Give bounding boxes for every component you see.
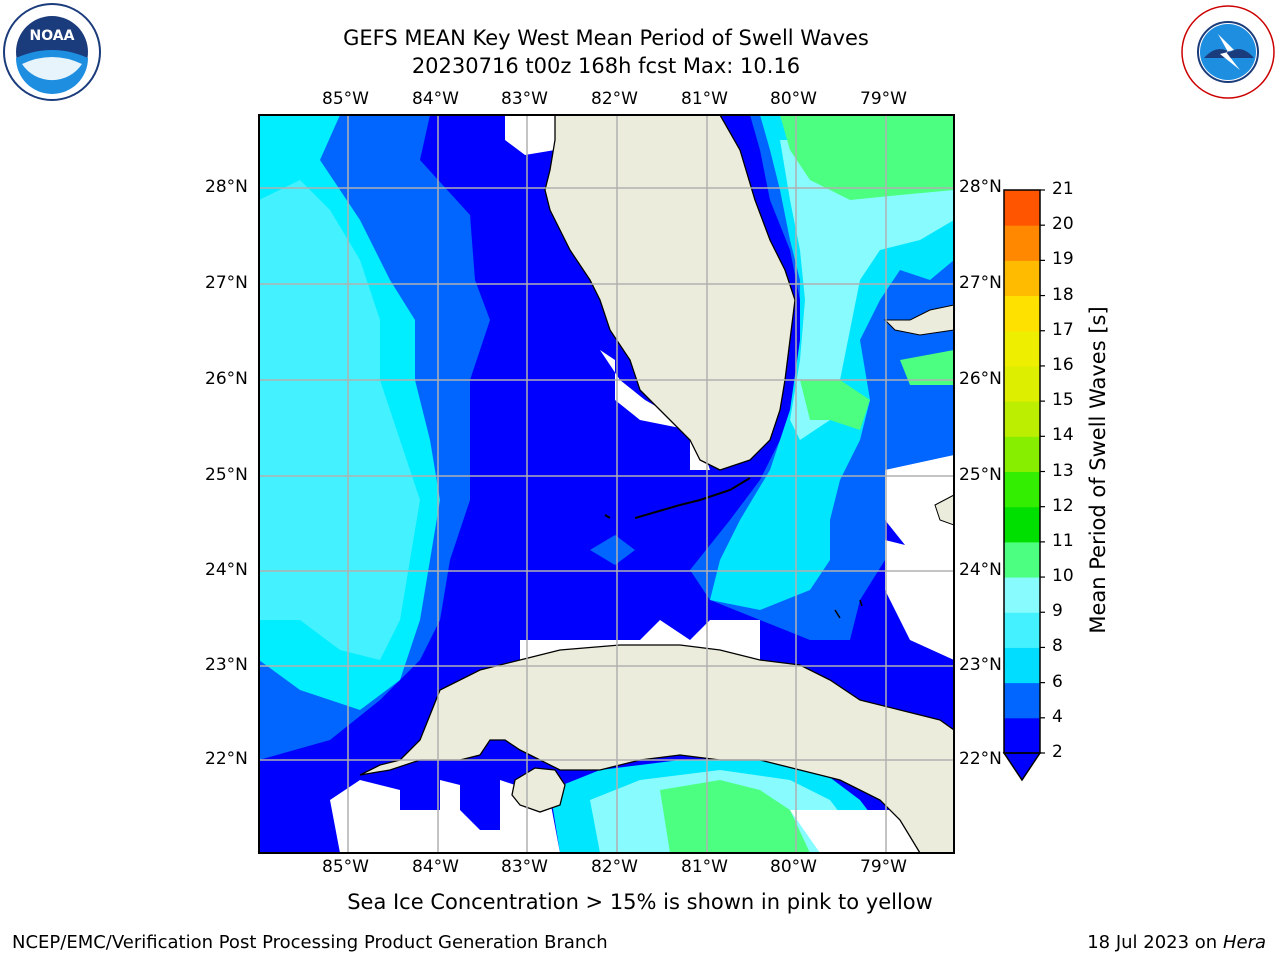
lat-label-left: 25°N [205,465,248,485]
footer-date: 18 Jul 2023 on Hera [1087,932,1266,953]
colorbar-tick-label: 20 [1052,214,1074,235]
colorbar [1002,189,1045,782]
colorbar-cell [1004,541,1040,578]
colorbar-cell [1004,295,1040,332]
cuba-land [359,644,954,853]
lon-label-top: 84°W [412,89,459,109]
nws-logo [1181,5,1275,99]
noaa-logo: NOAA [3,3,101,101]
colorbar-cell [1004,365,1040,402]
lon-label-top: 81°W [681,89,728,109]
isla-juventud-land [511,767,566,813]
colorbar-tick-label: 18 [1052,284,1074,305]
gridlines [259,115,954,853]
lat-label-left: 26°N [205,369,248,389]
noaa-logo-text: NOAA [30,28,75,44]
colorbar-tick-label: 19 [1052,249,1074,270]
colorbar-cell [1004,401,1040,437]
colorbar-cell [1004,612,1040,648]
swell-period-field [259,115,954,853]
colorbar-tick-labels: 2 4 6 8 9 10 11 12 13 14 15 16 17 18 19 20 21 [1052,179,1092,780]
colorbar-extend-arrow [1002,752,1042,782]
colorbar-tick-label: 15 [1052,390,1074,411]
colorbar-tick-label: 10 [1052,566,1074,587]
colorbar-cell [1004,647,1040,684]
colorbar-tick-label: 14 [1052,425,1074,446]
footer-host: Hera [1222,932,1266,953]
lat-label-left: 23°N [205,655,248,675]
colorbar-cell [1004,506,1040,543]
lon-label-bottom: 85°W [322,857,369,877]
colorbar-cell [1004,471,1040,508]
lon-label-bottom: 84°W [412,857,459,877]
lat-label-left: 24°N [205,560,248,580]
colorbar-cell [1004,260,1040,297]
colorbar-tick-label: 11 [1052,530,1074,551]
colorbar-cell [1004,682,1040,719]
lat-label-right: 22°N [959,749,1002,769]
colorbar-cell [1004,225,1040,261]
colorbar-tick-label: 21 [1052,179,1074,199]
lat-label-right: 24°N [959,560,1002,580]
lon-label-bottom: 83°W [501,857,548,877]
colorbar-cell [1004,717,1040,754]
colorbar-tick-label: 4 [1052,706,1063,727]
lat-label-right: 25°N [959,465,1002,485]
colorbar-tick-label: 12 [1052,495,1074,516]
lat-label-left: 27°N [205,273,248,293]
map-frame [258,114,955,854]
footer-date-text: 18 Jul 2023 on [1087,932,1218,953]
lon-label-top: 80°W [770,89,817,109]
colorbar-tick-label: 8 [1052,636,1063,657]
lat-label-left: 28°N [205,177,248,197]
lon-label-bottom: 82°W [591,857,638,877]
lat-label-right: 26°N [959,369,1002,389]
colorbar-cell [1004,330,1040,367]
chart-title: GEFS MEAN Key West Mean Period of Swell … [343,26,869,50]
footer-credit: NCEP/EMC/Verification Post Processing Pr… [12,932,608,953]
lat-label-right: 28°N [959,177,1002,197]
colorbar-label: Mean Period of Swell Waves [s] [1086,306,1110,634]
lon-label-bottom: 79°W [860,857,907,877]
lon-label-bottom: 81°W [681,857,728,877]
colorbar-cells [1004,190,1040,754]
lat-label-right: 23°N [959,655,1002,675]
colorbar-cell [1004,190,1040,226]
lon-label-top: 85°W [322,89,369,109]
lon-label-top: 79°W [860,89,907,109]
colorbar-cell [1004,436,1040,472]
lat-label-right: 27°N [959,273,1002,293]
sea-ice-note: Sea Ice Concentration > 15% is shown in … [347,890,933,914]
colorbar-cell [1004,577,1040,613]
lat-label-left: 22°N [205,749,248,769]
lon-label-bottom: 80°W [770,857,817,877]
colorbar-tick-label: 2 [1052,742,1063,762]
colorbar-tick-label: 17 [1052,319,1074,340]
lon-label-top: 82°W [591,89,638,109]
colorbar-tick-label: 6 [1052,671,1063,692]
lon-label-top: 83°W [501,89,548,109]
colorbar-tick-label: 16 [1052,354,1074,375]
chart-subtitle: 20230716 t00z 168h fcst Max: 10.16 [411,54,801,78]
florida-land [544,115,796,471]
colorbar-tick-label: 9 [1052,601,1063,622]
colorbar-tick-label: 13 [1052,460,1074,481]
